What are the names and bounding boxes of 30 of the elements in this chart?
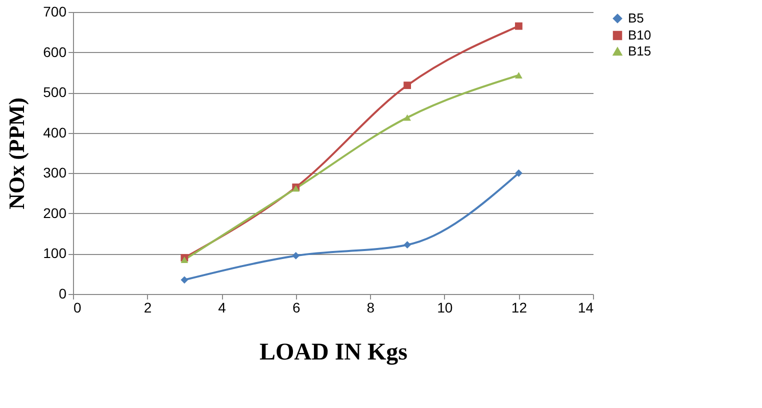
x-tick-label: 6 <box>292 300 300 316</box>
point <box>404 114 411 121</box>
y-tick-label: 0 <box>58 286 67 302</box>
y-tick-label: 600 <box>43 44 67 60</box>
x-tick-label: 8 <box>366 300 375 316</box>
point <box>515 22 522 30</box>
x-tick-label: 0 <box>74 300 82 316</box>
y-tick-label: 100 <box>43 245 67 262</box>
point <box>515 169 522 177</box>
point <box>292 252 300 260</box>
y-tick-label: 300 <box>43 164 67 181</box>
x-tick-label: 10 <box>437 300 453 316</box>
legend-label: B10 <box>628 28 652 42</box>
x-tick-label: 14 <box>578 300 594 316</box>
point <box>404 241 411 249</box>
y-tick-label: 200 <box>43 204 67 221</box>
y-axis-title: NOx (PPM) <box>4 98 30 210</box>
point <box>515 72 522 78</box>
point <box>404 82 411 90</box>
legend-label: B15 <box>628 44 652 58</box>
x-axis-title: LOAD IN Kgs <box>259 340 408 366</box>
point <box>180 276 188 284</box>
y-tick-label: 700 <box>43 4 67 20</box>
x-tick-label: 12 <box>511 300 528 316</box>
x-tick-label: 4 <box>218 300 226 316</box>
point <box>180 256 188 263</box>
y-tick-label: 400 <box>43 124 67 140</box>
x-tick-label: 2 <box>144 300 152 316</box>
legend-label: B5 <box>628 10 644 26</box>
y-tick-label: 500 <box>43 84 67 100</box>
